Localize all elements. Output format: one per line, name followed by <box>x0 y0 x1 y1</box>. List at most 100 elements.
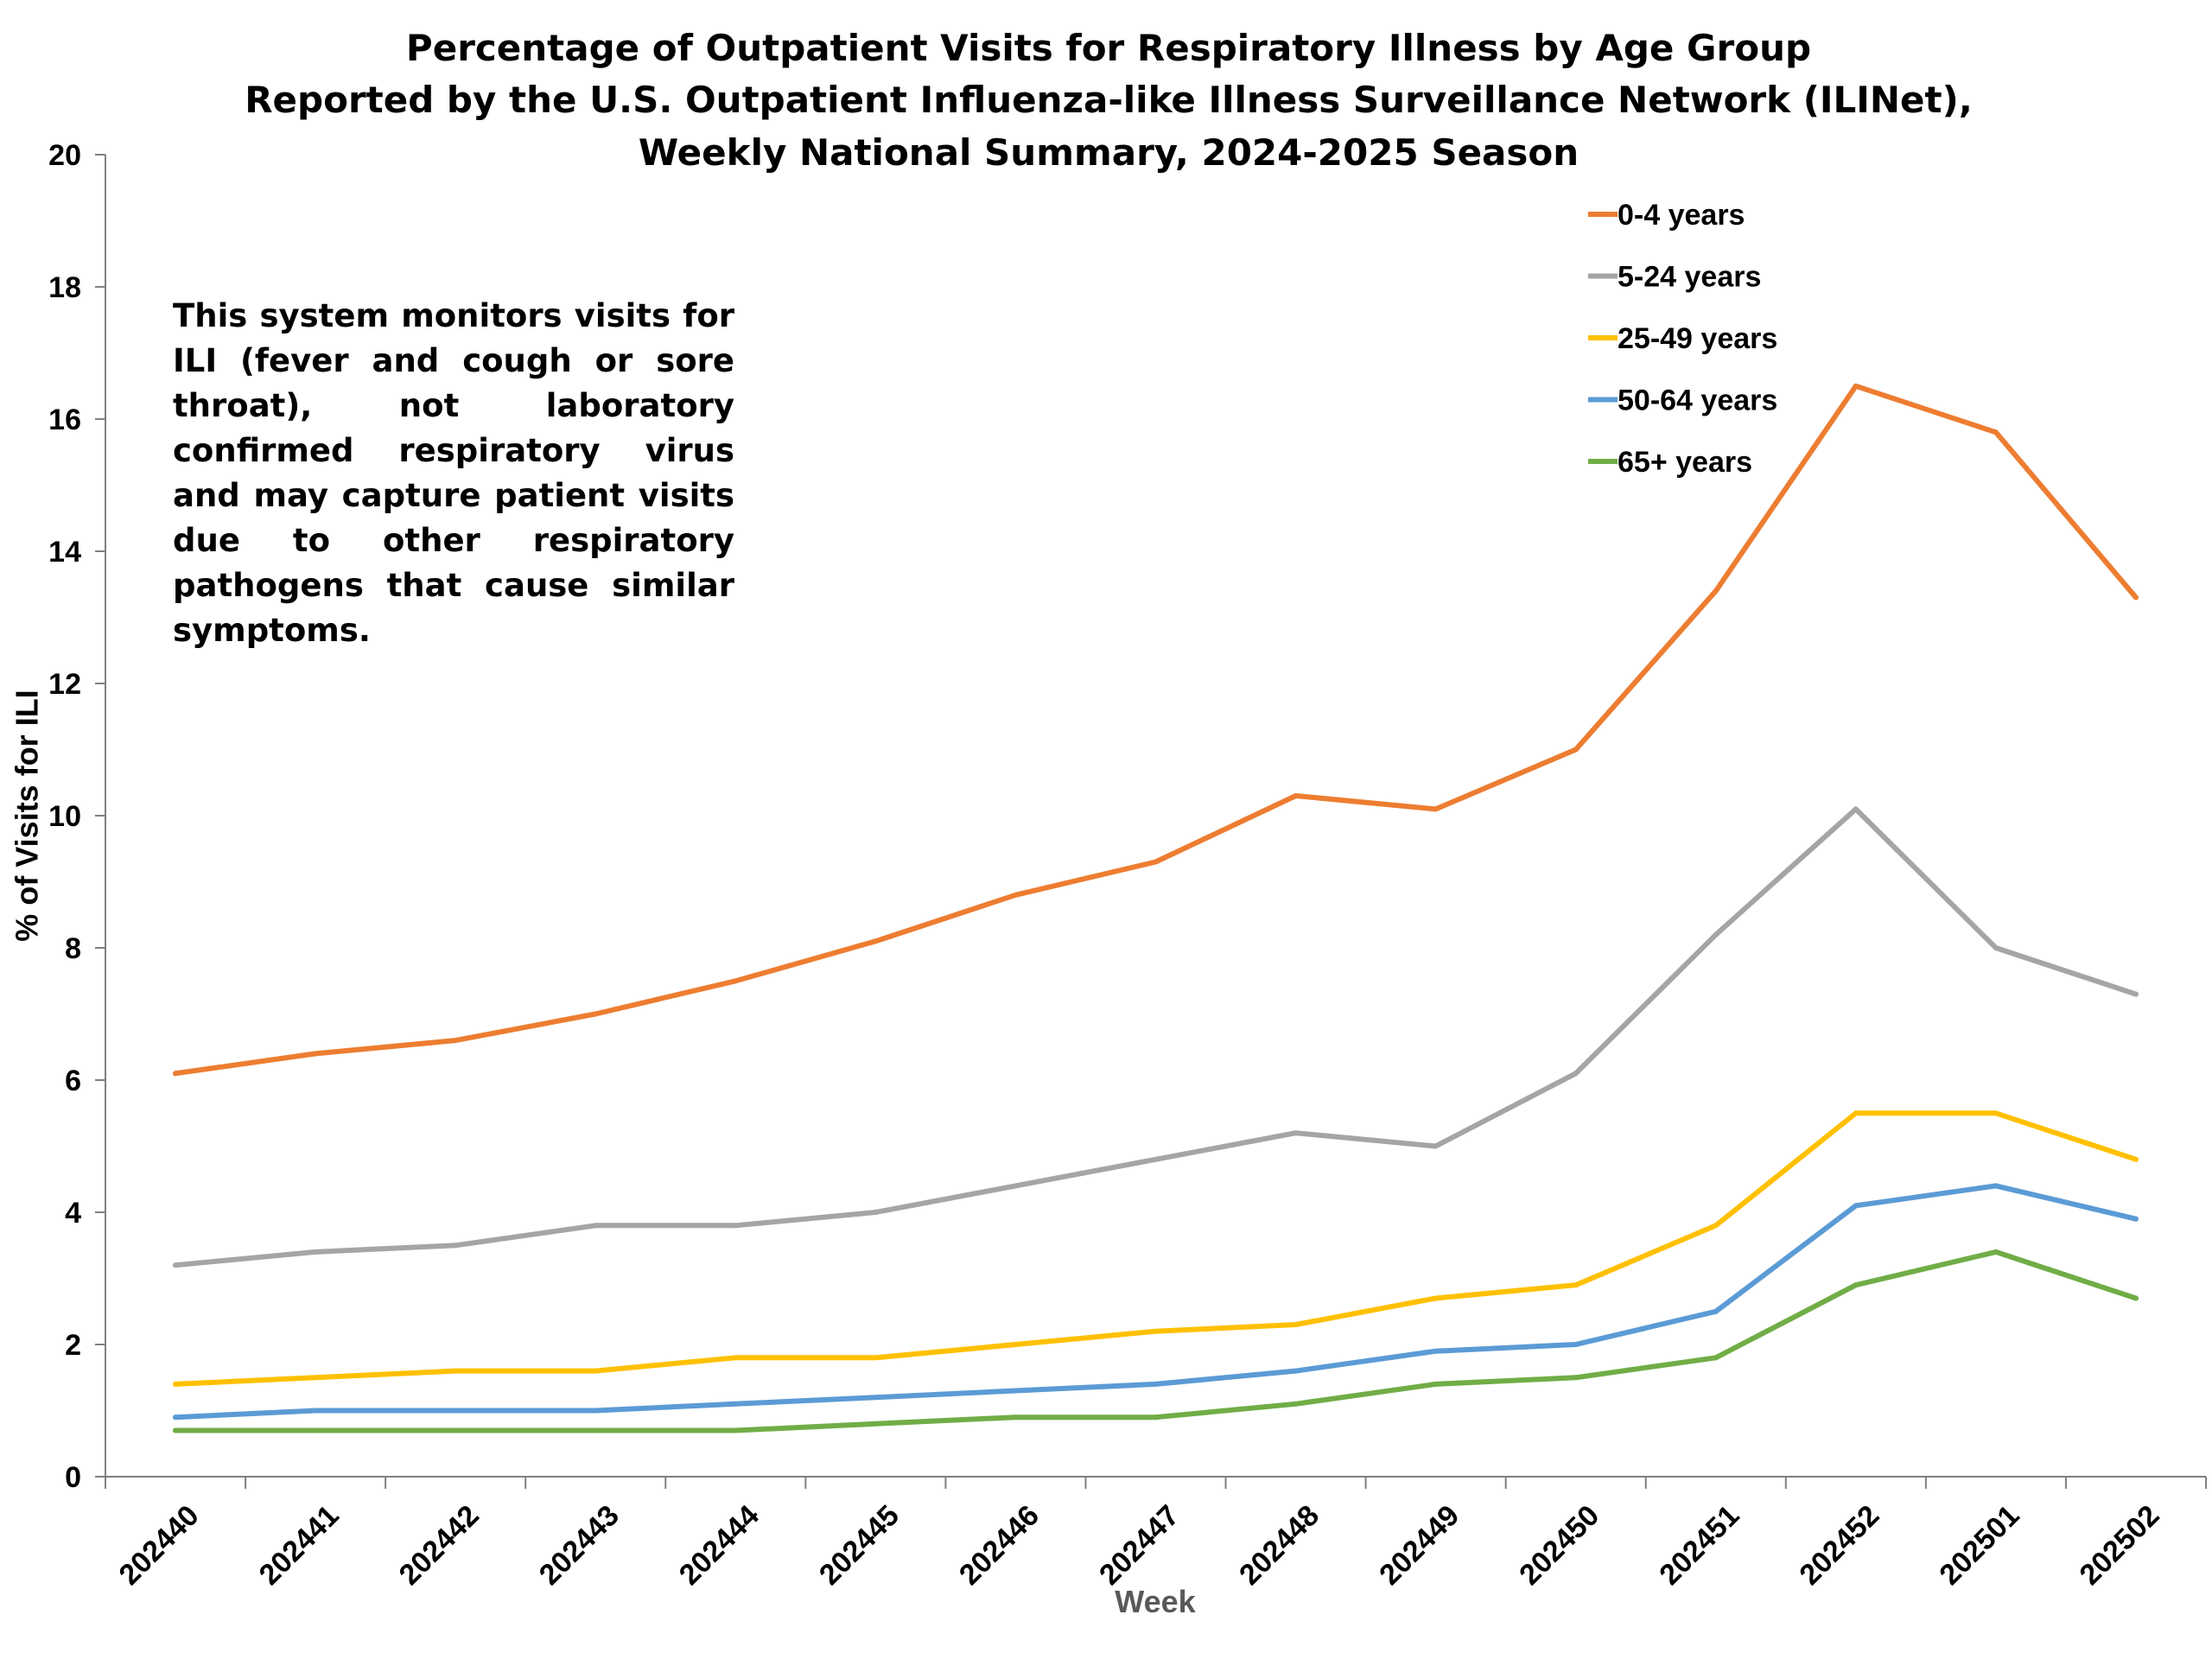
chart-title-line-2: Reported by the U.S. Outpatient Influenz… <box>245 79 1973 121</box>
data-point-0-4-years <box>1993 429 1999 435</box>
data-point-0-4-years <box>1153 859 1159 865</box>
data-point-65-years <box>593 1427 599 1433</box>
data-point-25-49-years <box>1433 1295 1439 1301</box>
y-tick-label: 14 <box>48 536 81 569</box>
y-tick-label: 4 <box>65 1197 81 1230</box>
x-tick-label: 202446 <box>953 1499 1046 1592</box>
data-point-5-24-years <box>1573 1071 1579 1077</box>
data-point-50-64-years <box>313 1408 319 1414</box>
data-point-25-49-years <box>873 1355 879 1361</box>
data-point-65-years <box>313 1427 319 1433</box>
data-point-65-years <box>453 1427 459 1433</box>
data-point-25-49-years <box>1853 1110 1859 1116</box>
data-point-50-64-years <box>173 1414 178 1421</box>
data-point-65-years <box>733 1427 739 1433</box>
data-point-50-64-years <box>1433 1348 1439 1354</box>
data-point-5-24-years <box>453 1243 459 1249</box>
chart-legend: 0-4 years 5-24 years 25-49 years 50-64 year… <box>1588 199 1777 479</box>
data-point-0-4-years <box>1853 383 1859 389</box>
y-tick-label: 2 <box>65 1329 81 1362</box>
y-tick-label: 18 <box>48 271 81 304</box>
x-axis-title: Week <box>1115 1584 1196 1619</box>
data-point-0-4-years <box>2133 594 2139 601</box>
data-point-5-24-years <box>593 1223 599 1229</box>
data-point-50-64-years <box>1713 1308 1719 1314</box>
x-tick-label: 202444 <box>673 1499 766 1592</box>
data-point-0-4-years <box>593 1011 599 1017</box>
series-line-25-49-years <box>173 1110 2139 1387</box>
data-point-5-24-years <box>873 1210 879 1215</box>
data-point-50-64-years <box>593 1408 599 1414</box>
data-point-65-years <box>1013 1414 1019 1421</box>
series-line-65-years <box>173 1249 2139 1433</box>
x-tick-label: 202443 <box>533 1499 626 1592</box>
chart-annotation: This system monitors visits for ILI (fev… <box>173 297 734 649</box>
y-axis-title: % of Visits for ILI <box>10 690 45 941</box>
y-tick-label: 10 <box>48 800 81 833</box>
data-point-65-years <box>1153 1414 1159 1421</box>
legend-label: 65+ years <box>1618 446 1752 479</box>
data-point-25-49-years <box>313 1375 319 1381</box>
data-point-0-4-years <box>733 978 739 984</box>
data-point-50-64-years <box>1853 1203 1859 1209</box>
data-point-50-64-years <box>1153 1381 1159 1387</box>
data-point-5-24-years <box>173 1262 178 1268</box>
x-tick-label: 202502 <box>2073 1499 2165 1592</box>
data-point-5-24-years <box>1853 806 1859 812</box>
data-point-50-64-years <box>1573 1342 1579 1347</box>
data-point-25-49-years <box>1713 1223 1719 1229</box>
data-point-65-years <box>1853 1282 1859 1288</box>
data-point-25-49-years <box>453 1368 459 1374</box>
chart-title-line-1: Percentage of Outpatient Visits for Resp… <box>406 27 1811 69</box>
y-tick-label: 20 <box>48 139 81 172</box>
data-point-65-years <box>1293 1401 1299 1407</box>
x-tick-label: 202501 <box>1933 1499 2025 1592</box>
data-point-25-49-years <box>1573 1282 1579 1288</box>
chart-title: Percentage of Outpatient Visits for Resp… <box>245 27 1973 174</box>
data-point-0-4-years <box>1433 806 1439 812</box>
data-point-5-24-years <box>1293 1130 1299 1136</box>
data-point-25-49-years <box>593 1368 599 1374</box>
data-point-50-64-years <box>733 1401 739 1407</box>
series-lines <box>173 383 2139 1433</box>
x-tick-label: 202447 <box>1093 1499 1185 1592</box>
data-point-65-years <box>1713 1355 1719 1361</box>
data-point-0-4-years <box>1713 588 1719 594</box>
data-point-5-24-years <box>2133 991 2139 997</box>
legend-label: 25-49 years <box>1618 322 1777 355</box>
data-point-25-49-years <box>173 1381 178 1387</box>
data-point-5-24-years <box>1713 931 1719 938</box>
data-point-25-49-years <box>1013 1342 1019 1347</box>
legend-label: 5-24 years <box>1618 261 1761 294</box>
data-point-0-4-years <box>1293 793 1299 798</box>
y-tick-label: 8 <box>65 932 81 965</box>
data-point-65-years <box>1433 1381 1439 1387</box>
data-point-5-24-years <box>1153 1156 1159 1162</box>
data-point-65-years <box>2133 1295 2139 1301</box>
data-point-50-64-years <box>1993 1183 1999 1189</box>
data-point-25-49-years <box>1293 1322 1299 1327</box>
x-tick-label: 202441 <box>253 1499 346 1592</box>
legend-label: 0-4 years <box>1618 199 1745 232</box>
data-point-50-64-years <box>1293 1368 1299 1374</box>
data-point-50-64-years <box>873 1395 879 1401</box>
x-tick-label: 202450 <box>1513 1499 1605 1592</box>
legend-label: 50-64 years <box>1618 385 1777 417</box>
data-point-0-4-years <box>313 1051 319 1057</box>
data-point-5-24-years <box>1433 1143 1439 1149</box>
x-tick-label: 202445 <box>813 1499 906 1592</box>
data-point-0-4-years <box>453 1038 459 1044</box>
data-point-25-49-years <box>1153 1328 1159 1334</box>
data-point-50-64-years <box>1013 1388 1019 1394</box>
x-tick-label: 202451 <box>1653 1499 1745 1592</box>
x-tick-label: 202442 <box>393 1499 486 1592</box>
data-point-65-years <box>173 1427 178 1433</box>
chart-title-line-3: Weekly National Summary, 2024-2025 Seaso… <box>639 131 1579 174</box>
x-tick-label: 202448 <box>1233 1499 1325 1592</box>
x-tick-label: 202449 <box>1373 1499 1465 1592</box>
data-point-65-years <box>1573 1375 1579 1381</box>
data-point-5-24-years <box>1013 1183 1019 1189</box>
y-tick-label: 16 <box>48 404 81 436</box>
